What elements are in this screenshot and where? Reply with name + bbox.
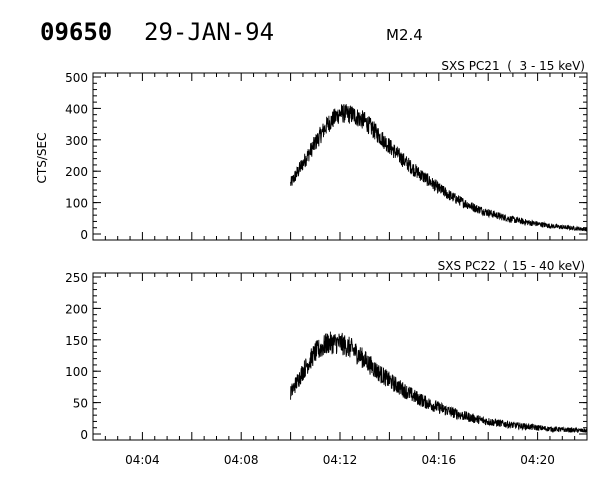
y-tick-label: 500: [65, 71, 88, 85]
x-tick-label: 04:16: [422, 453, 457, 467]
flare-class: M2.4: [386, 26, 423, 44]
panel-pc22: SXS PC22 ( 15 - 40 keV) 0 50 100 150 200 250 0…: [65, 259, 588, 467]
y-tick-label: 0: [80, 428, 88, 442]
y-tick-label: 150: [65, 334, 88, 348]
y-tick-label: 50: [73, 397, 88, 411]
panel-pc21-title: SXS PC21 ( 3 - 15 keV): [441, 59, 585, 73]
y-tick-label: 200: [65, 302, 88, 316]
x-tick-label: 04:20: [520, 453, 555, 467]
panel-pc22-title: SXS PC22 ( 15 - 40 keV): [438, 259, 585, 273]
y-tick-label: 100: [65, 365, 88, 379]
plot-frame: [92, 272, 588, 441]
y-tick-label: 300: [65, 134, 88, 148]
y-tick-label: 250: [65, 271, 88, 285]
y-tick-label: 0: [80, 228, 88, 242]
panel-pc21: SXS PC21 ( 3 - 15 keV) CTS/SEC 0 100 200 30…: [35, 59, 588, 242]
y-tick-label: 400: [65, 102, 88, 116]
series-line-0: [290, 104, 588, 232]
x-tick-label: 04:08: [224, 453, 259, 467]
x-tick-label: 04:12: [323, 453, 358, 467]
panel-pc21-ylabel: CTS/SEC: [35, 133, 49, 184]
event-date: 29-JAN-94: [144, 18, 274, 46]
y-tick-label: 100: [65, 197, 88, 211]
x-tick-label: 04:04: [125, 453, 160, 467]
series-line-0: [290, 331, 588, 434]
y-tick-label: 200: [65, 165, 88, 179]
event-id: 09650: [40, 18, 112, 46]
plot-frame: [92, 72, 588, 241]
